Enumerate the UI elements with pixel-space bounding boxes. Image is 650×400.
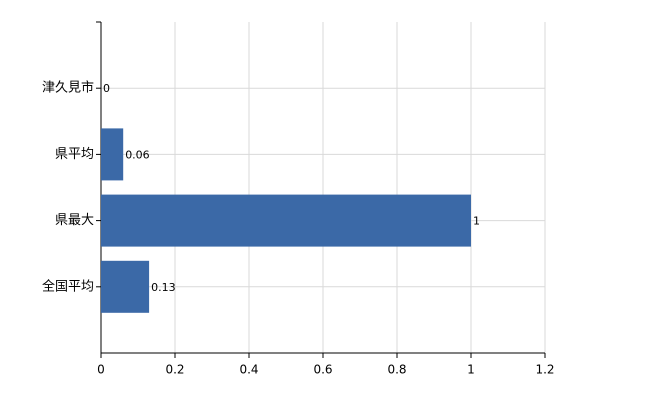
- x-tick-label: 0.2: [165, 363, 184, 377]
- y-tick-label: 全国平均: [42, 278, 94, 294]
- value-label: 0: [103, 82, 110, 95]
- value-label: 0.13: [151, 281, 176, 294]
- x-tick-label: 0.6: [313, 363, 332, 377]
- x-tick-label: 1: [467, 363, 475, 377]
- bar: [101, 128, 124, 181]
- value-label: 1: [473, 215, 480, 228]
- x-tick-label: 0: [97, 363, 105, 377]
- bar: [101, 194, 471, 247]
- y-tick-label: 県平均: [55, 147, 94, 162]
- value-label: 0.06: [125, 148, 150, 161]
- y-tick-label: 津久見市: [42, 80, 94, 96]
- y-tick-label: 県最大: [55, 213, 94, 228]
- bar: [101, 260, 150, 313]
- x-tick-label: 1.2: [535, 363, 554, 377]
- x-tick-label: 0.4: [239, 363, 258, 377]
- x-tick-label: 0.8: [387, 363, 406, 377]
